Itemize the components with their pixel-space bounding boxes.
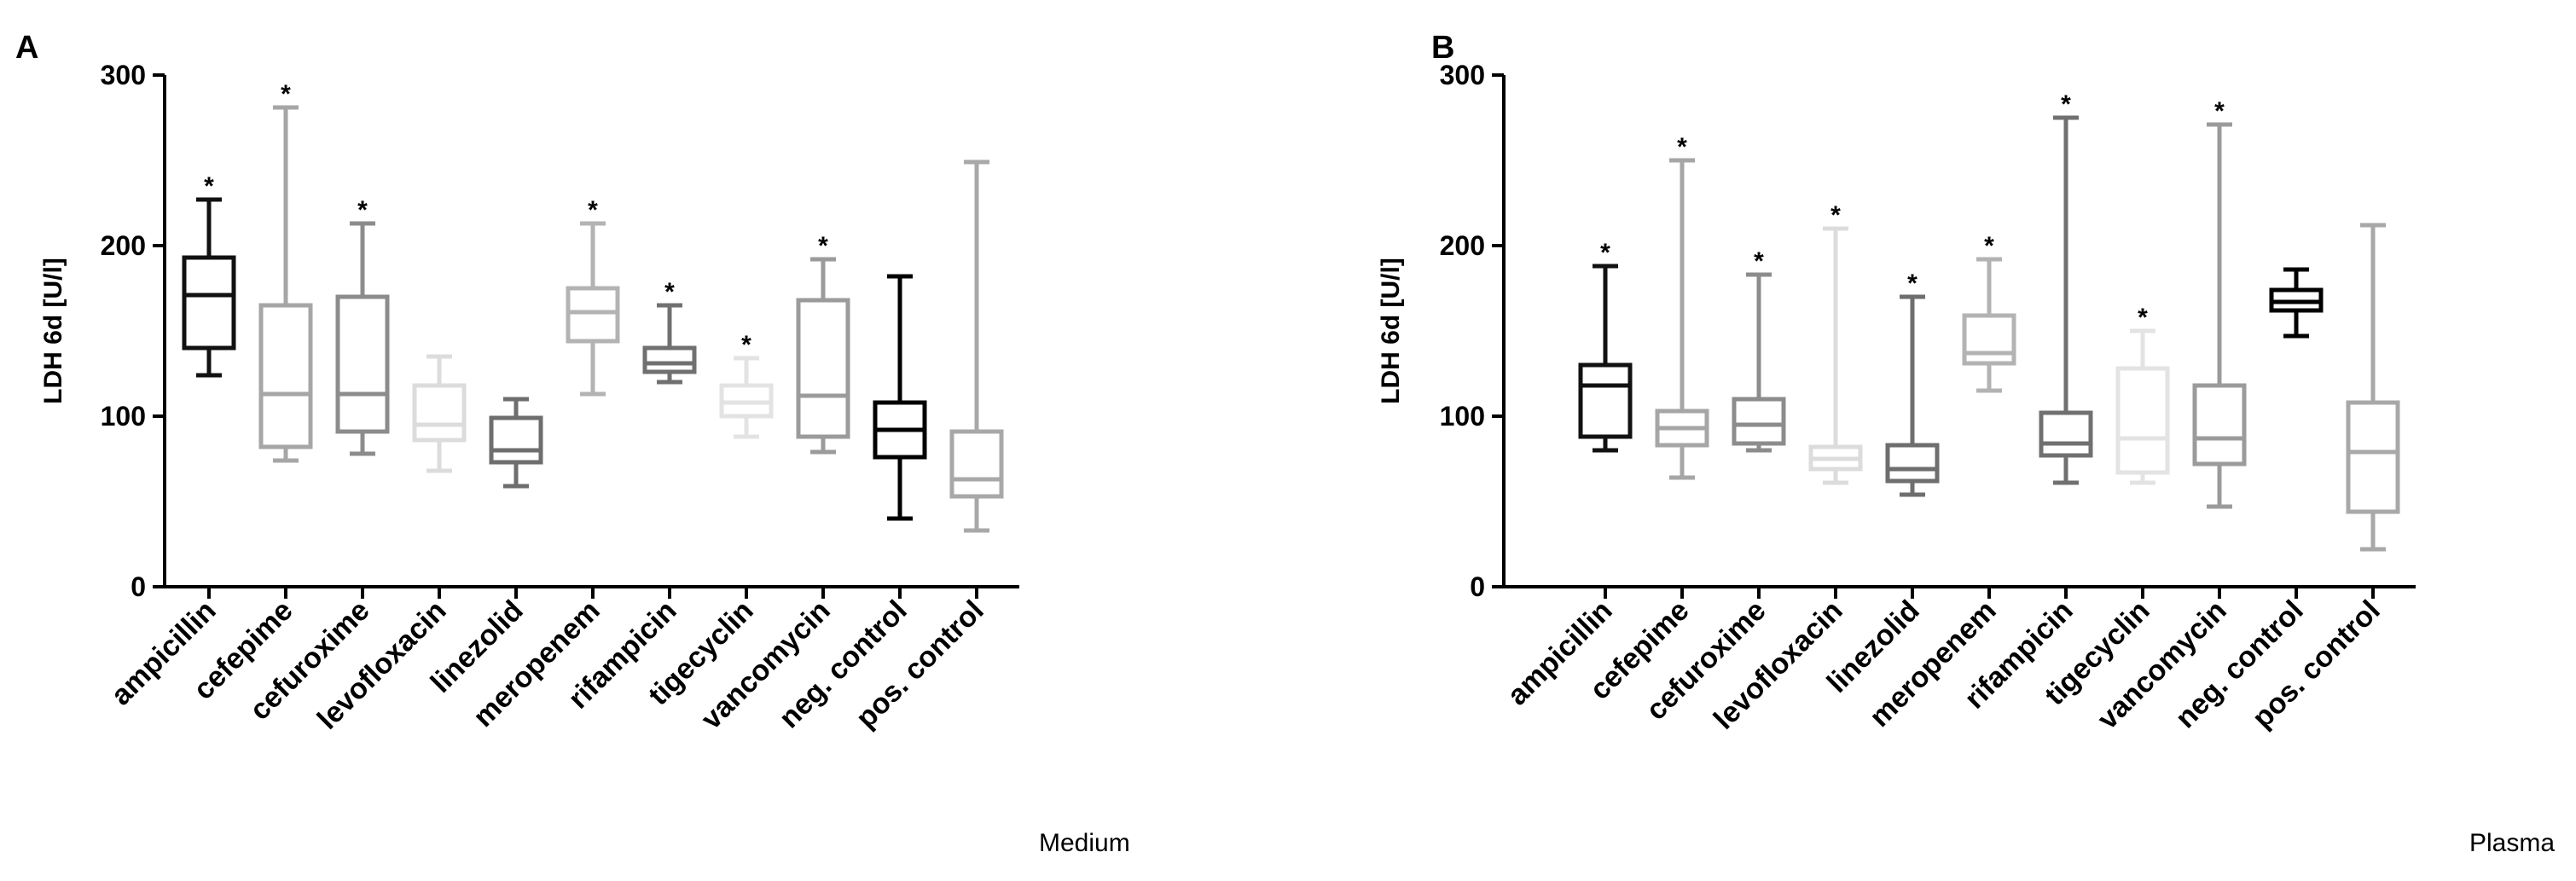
panel-letter: A	[15, 30, 38, 66]
box-1	[258, 303, 313, 449]
box-8	[796, 298, 850, 439]
y-tick-label: 100	[101, 401, 146, 432]
significance-star: *	[1677, 133, 1687, 161]
panel-caption: Plasma	[2469, 829, 2555, 857]
y-tick-label: 0	[131, 571, 146, 602]
box-6	[642, 345, 697, 374]
y-axis-label: LDH 6d [U/l]	[39, 258, 67, 404]
y-tick-label: 100	[1440, 401, 1485, 432]
panel-caption: Medium	[1039, 829, 1130, 857]
box-0	[1578, 362, 1633, 439]
significance-star: *	[357, 196, 368, 224]
y-tick-label: 300	[101, 60, 146, 90]
significance-star: *	[2061, 90, 2071, 119]
box-4	[1885, 443, 1940, 484]
y-tick-label: 300	[1440, 60, 1485, 90]
significance-star: *	[1600, 239, 1610, 267]
significance-star: *	[204, 172, 214, 200]
significance-star: *	[2138, 304, 2148, 332]
box-2	[1732, 397, 1786, 446]
box-4	[489, 415, 543, 465]
box-7	[2115, 366, 2170, 475]
box-2	[335, 294, 390, 434]
significance-star: *	[281, 80, 291, 108]
significance-star: *	[1907, 270, 1917, 298]
significance-star: *	[818, 232, 828, 260]
y-tick-label: 0	[1470, 571, 1485, 602]
significance-star: *	[1754, 247, 1764, 275]
box-0	[182, 255, 236, 351]
significance-star: *	[741, 331, 751, 359]
y-axis-label: LDH 6d [U/l]	[1377, 258, 1405, 404]
significance-star: *	[1830, 201, 1841, 229]
significance-star: *	[2214, 97, 2225, 125]
box-10	[2346, 400, 2400, 514]
y-tick-label: 200	[1440, 230, 1485, 261]
box-10	[949, 429, 1004, 499]
significance-star: *	[664, 278, 675, 306]
box-8	[2192, 383, 2247, 467]
box-5	[1962, 313, 2016, 366]
significance-star: *	[1984, 232, 1994, 260]
box-5	[566, 286, 620, 344]
box-6	[2039, 410, 2093, 458]
box-3	[412, 383, 467, 443]
y-tick-label: 200	[101, 230, 146, 261]
panel-letter: B	[1431, 30, 1454, 66]
significance-star: *	[588, 196, 598, 224]
